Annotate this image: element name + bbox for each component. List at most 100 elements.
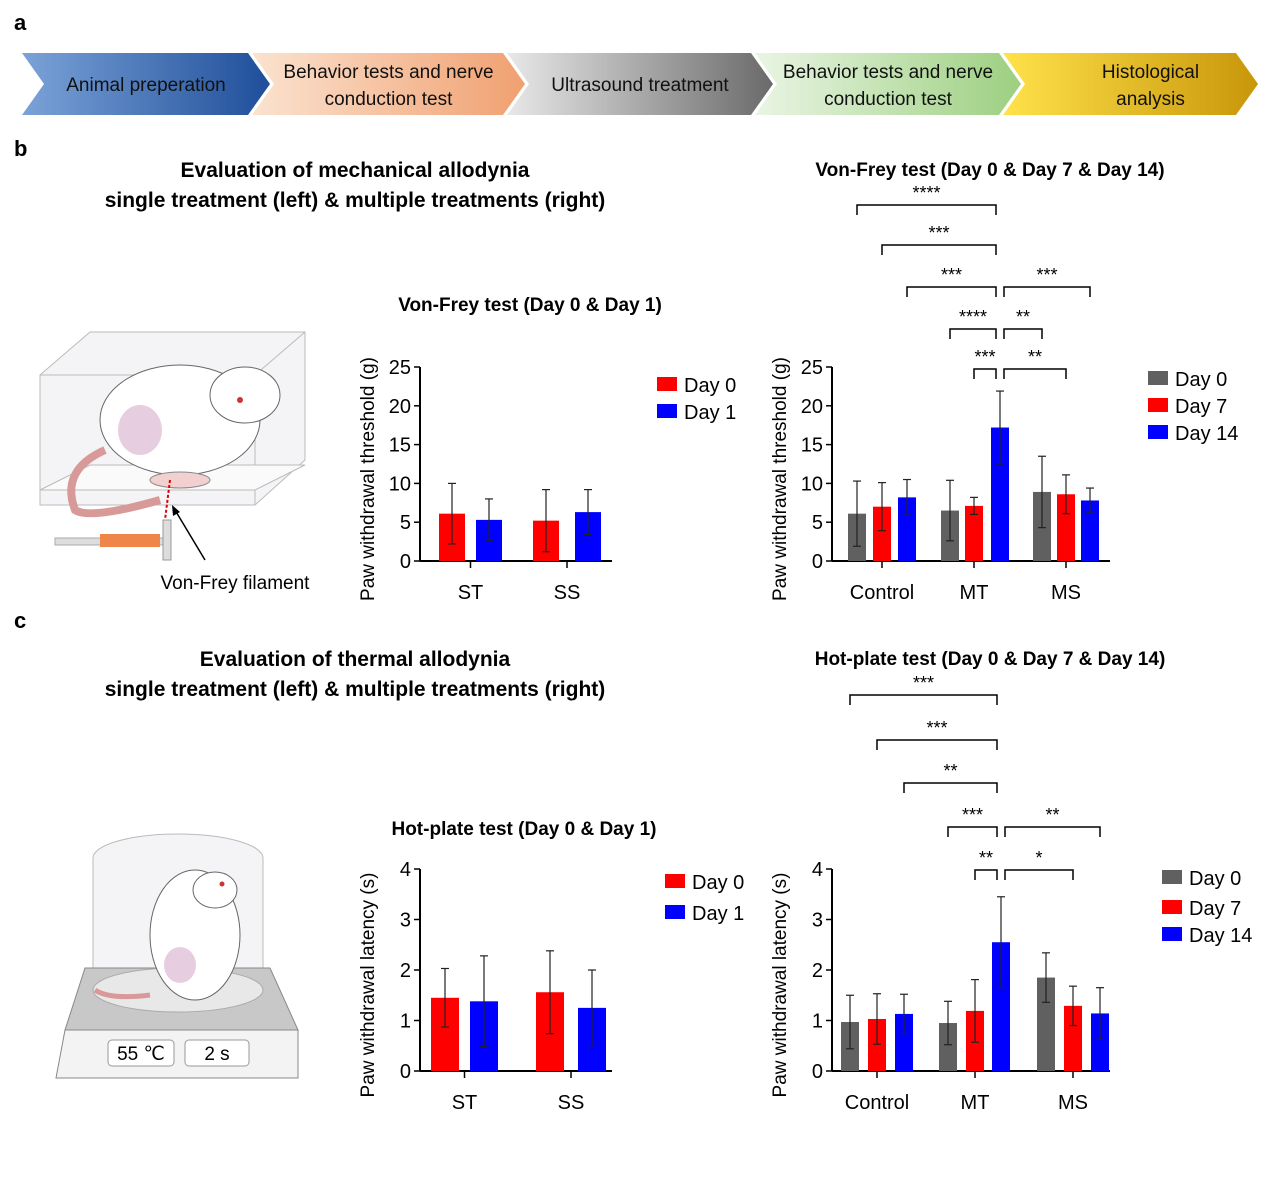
y-axis-label: Paw withdrawal threshold (g) [770,357,791,601]
chart-title: Hot-plate test (Day 0 & Day 1) [391,819,656,840]
workflow-step-1 [22,53,270,115]
significance-label: ** [1016,307,1030,327]
workflow-step-label: Animal preperation [66,75,225,96]
von-frey-filament-label: Von-Frey filament [161,573,311,594]
y-tick-label: 1 [400,1011,411,1033]
x-tick-label: MS [1051,582,1081,604]
chart-vf-single: Von-Frey test (Day 0 & Day 1) Paw withdra… [358,295,736,604]
legend-label: Day 7 [1175,396,1227,418]
legend-swatch [1162,927,1182,941]
legend-swatch [665,905,685,919]
y-tick-label: 2 [400,960,411,982]
bar-day-7 [965,505,983,561]
label-line: conduction test [824,89,953,110]
chart-vf-multi: Von-Frey test (Day 0 & Day 7 & Day 14) Pa… [770,160,1238,604]
y-tick-label: 25 [389,357,411,379]
significance-label: *** [926,718,947,738]
workflow-step-label: Behavior tests and nerve conduction test [283,62,493,110]
significance-bracket [849,694,998,705]
significance-label: * [1035,848,1042,868]
title-line: Evaluation of mechanical allodynia [180,159,530,182]
legend-label: Day 0 [1189,868,1241,890]
significance-label: ** [1045,805,1059,825]
significance-bracket [1004,826,1101,837]
workflow-diagram: Animal preperation Behavior tests and ner… [22,53,1258,115]
y-tick-label: 2 [812,960,823,982]
significance-label: *** [1036,265,1057,285]
label-line: Animal preperation [66,75,225,96]
label-line: conduction test [325,89,454,110]
title-line: Evaluation of thermal allodynia [199,648,511,671]
y-tick-label: 1 [812,1011,823,1033]
y-tick-label: 20 [801,396,823,418]
workflow-step-2 [252,53,525,115]
legend-label: Day 0 [684,375,736,397]
significance-bracket [1004,869,1074,880]
chart-title: Von-Frey test (Day 0 & Day 1) [398,295,662,316]
legend-label: Day 1 [684,402,736,424]
y-tick-label: 4 [400,859,411,881]
significance-bracket [856,204,997,215]
bar-day-7 [873,506,891,561]
y-tick-label: 0 [812,551,823,573]
legend-label: Day 14 [1175,423,1238,445]
significance-bracket [903,782,998,793]
legend-swatch [1148,398,1168,412]
chart-hp-single: Hot-plate test (Day 0 & Day 1) Paw withdr… [358,819,744,1114]
y-tick-label: 0 [400,551,411,573]
legend-swatch [665,874,685,888]
bar-day-14 [991,427,1009,561]
workflow-step-label: Histological analysis [1102,62,1199,110]
chart-title: Von-Frey test (Day 0 & Day 7 & Day 14) [815,160,1164,181]
x-tick-label: Control [850,582,914,604]
von-frey-illustration: Von-Frey filament [39,331,311,594]
significance-bracket [973,368,997,379]
label-line: Histological [1102,62,1199,83]
y-axis-label: Paw withdrawal threshold (g) [358,357,379,601]
bar-day-14 [1081,500,1099,561]
significance-bracket [947,826,998,837]
significance-bracket [906,286,997,297]
legend-label: Day 14 [1189,925,1252,947]
panel-label-c: c [14,608,27,633]
x-tick-label: ST [458,582,484,604]
x-tick-label: MT [960,582,989,604]
workflow-step-3 [507,53,773,115]
panel-label-b: b [14,136,28,161]
significance-label: ** [1028,347,1042,367]
y-tick-label: 10 [389,473,411,495]
significance-label: *** [962,805,983,825]
bar-day-0 [939,1023,957,1071]
x-tick-label: MS [1058,1092,1088,1114]
x-tick-label: ST [452,1092,478,1114]
y-tick-label: 10 [801,473,823,495]
label-line: Behavior tests and nerve [783,62,993,83]
legend-swatch [1148,371,1168,385]
label-line: Ultrasound treatment [551,75,729,96]
workflow-step-label: Behavior tests and nerve conduction test [783,62,993,110]
workflow-step-label: Ultrasound treatment [551,75,729,96]
chart-hp-multi: Hot-plate test (Day 0 & Day 7 & Day 14) P… [770,649,1252,1114]
bar-day-7 [868,1018,886,1071]
timer-display: 2 s [204,1044,229,1065]
section-b-title: Evaluation of mechanical allodynia singl… [20,156,690,216]
y-tick-label: 25 [801,357,823,379]
title-line: single treatment (left) & multiple treat… [104,678,606,701]
legend-label: Day 0 [692,872,744,894]
significance-bracket [1003,328,1043,339]
y-axis-label: Paw withdrawal latency (s) [770,873,791,1098]
bar-day-14 [992,942,1010,1071]
legend-swatch [657,377,677,391]
workflow-step-4 [755,53,1021,115]
y-tick-label: 5 [812,512,823,534]
bar-day-14 [1091,1013,1109,1071]
significance-bracket [876,739,998,750]
y-tick-label: 3 [400,910,411,932]
legend-swatch [1162,870,1182,884]
significance-label: *** [941,265,962,285]
y-tick-label: 20 [389,396,411,418]
y-axis-label: Paw withdrawal latency (s) [358,873,379,1098]
significance-bracket [974,869,998,880]
legend-label: Day 0 [1175,369,1227,391]
